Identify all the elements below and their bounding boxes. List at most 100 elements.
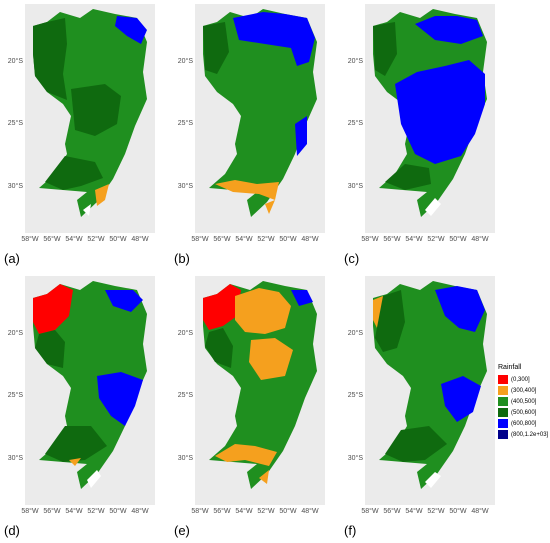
x-tick-label: 58°W bbox=[21, 236, 39, 243]
zone-blue-east bbox=[97, 372, 143, 426]
zone-orange-south bbox=[215, 444, 277, 466]
x-tick-label: 58°W bbox=[21, 508, 39, 515]
zone-orange-tip bbox=[265, 200, 275, 214]
legend-label: (800,1.2e+03] bbox=[511, 431, 549, 438]
x-tick-label: 54°W bbox=[65, 236, 83, 243]
zone-blue-east bbox=[441, 376, 481, 422]
zone-white-lagoon bbox=[83, 204, 91, 216]
panel-label: (b) bbox=[174, 251, 190, 266]
x-tick-label: 50°W bbox=[279, 508, 297, 515]
zone-blue-coast bbox=[295, 116, 307, 156]
zone-blue-northeast bbox=[105, 290, 143, 312]
x-tick-label: 48°W bbox=[131, 508, 149, 515]
y-tick-label: 30°S bbox=[347, 455, 363, 462]
map-b-svg bbox=[203, 9, 317, 217]
zone-blue-northeast bbox=[435, 286, 485, 332]
x-tick-label: 54°W bbox=[405, 508, 423, 515]
y-tick-label: 30°S bbox=[7, 455, 23, 462]
map-panel-f: 20°S 25°S 30°S 58°W 56°W 54°W 52°W 50°W … bbox=[340, 272, 500, 543]
map-e-svg bbox=[203, 281, 317, 489]
y-tick-label: 25°S bbox=[347, 120, 363, 127]
y-tick-label: 30°S bbox=[177, 455, 193, 462]
legend-swatch bbox=[498, 430, 508, 439]
y-tick-label: 25°S bbox=[7, 120, 23, 127]
zone-dark-central bbox=[71, 84, 121, 136]
legend-swatch bbox=[498, 397, 508, 406]
zone-dark-west bbox=[33, 18, 67, 100]
y-tick-label: 20°S bbox=[347, 330, 363, 337]
x-tick-label: 58°W bbox=[361, 508, 379, 515]
x-tick-label: 48°W bbox=[471, 508, 489, 515]
zone-orange-south bbox=[215, 180, 279, 200]
legend-entry: (800,1.2e+03] bbox=[498, 429, 548, 440]
y-tick-label: 25°S bbox=[177, 120, 193, 127]
zone-orange-south bbox=[69, 458, 81, 466]
legend-entry: (0,300] bbox=[498, 374, 548, 385]
legend-swatch bbox=[498, 375, 508, 384]
x-tick-label: 52°W bbox=[427, 508, 445, 515]
legend-label: (400,500] bbox=[511, 398, 537, 405]
zone-dark-south bbox=[45, 156, 103, 190]
zone-blue-northeast bbox=[291, 290, 313, 306]
x-tick-label: 48°W bbox=[301, 508, 319, 515]
legend-title: Rainfall bbox=[498, 364, 522, 371]
x-tick-label: 54°W bbox=[65, 508, 83, 515]
x-tick-label: 48°W bbox=[301, 236, 319, 243]
panel-label: (e) bbox=[174, 523, 190, 538]
zone-white-lagoon bbox=[425, 198, 441, 216]
y-tick-label: 20°S bbox=[347, 58, 363, 65]
y-tick-label: 25°S bbox=[7, 392, 23, 399]
x-tick-label: 50°W bbox=[449, 508, 467, 515]
x-tick-label: 50°W bbox=[109, 236, 127, 243]
x-tick-label: 52°W bbox=[87, 508, 105, 515]
zone-dark-west bbox=[203, 22, 229, 74]
x-tick-label: 54°W bbox=[235, 236, 253, 243]
y-tick-label: 25°S bbox=[347, 392, 363, 399]
panel-label: (f) bbox=[344, 523, 357, 538]
x-tick-label: 50°W bbox=[109, 508, 127, 515]
legend-entry: (500,600] bbox=[498, 407, 548, 418]
legend-entry: (400,500] bbox=[498, 396, 548, 407]
legend-label: (600,800] bbox=[511, 420, 537, 427]
zone-white-lagoon bbox=[87, 470, 101, 488]
x-tick-label: 54°W bbox=[405, 236, 423, 243]
y-tick-label: 25°S bbox=[177, 392, 193, 399]
x-tick-label: 58°W bbox=[191, 508, 209, 515]
x-tick-label: 48°W bbox=[471, 236, 489, 243]
x-tick-label: 50°W bbox=[279, 236, 297, 243]
map-panel-c: 20°S 25°S 30°S 58°W 56°W 54°W 52°W 50°W … bbox=[340, 0, 525, 270]
y-tick-label: 30°S bbox=[7, 183, 23, 190]
zone-red-northwest bbox=[33, 284, 73, 334]
x-tick-label: 58°W bbox=[191, 236, 209, 243]
x-tick-label: 56°W bbox=[213, 508, 231, 515]
x-tick-label: 56°W bbox=[383, 508, 401, 515]
zone-dark-west bbox=[373, 22, 397, 76]
legend-label: (500,600] bbox=[511, 409, 537, 416]
map-f-svg bbox=[373, 281, 487, 489]
rainfall-legend: Rainfall (0,300] (300,400] (400,500] (50… bbox=[498, 364, 548, 440]
map-panel-a: 20°S 25°S 30°S 58°W 56°W 54°W 52°W 50°W … bbox=[0, 0, 185, 270]
legend-label: (0,300] bbox=[511, 376, 530, 383]
x-tick-label: 58°W bbox=[361, 236, 379, 243]
legend-swatch bbox=[498, 386, 508, 395]
zone-orange-north bbox=[235, 288, 291, 334]
x-tick-label: 52°W bbox=[87, 236, 105, 243]
zone-blue-north bbox=[233, 12, 315, 66]
zone-dark-west bbox=[205, 328, 233, 368]
y-tick-label: 20°S bbox=[177, 58, 193, 65]
x-tick-label: 50°W bbox=[449, 236, 467, 243]
region-outline bbox=[203, 9, 317, 217]
zone-blue-northeast bbox=[115, 16, 147, 44]
zone-blue-central bbox=[395, 60, 485, 164]
map-d-svg bbox=[33, 281, 147, 489]
panel-label: (d) bbox=[4, 523, 20, 538]
x-tick-label: 56°W bbox=[383, 236, 401, 243]
zone-white-lagoon bbox=[425, 472, 441, 488]
y-tick-label: 30°S bbox=[177, 183, 193, 190]
zone-dark-west bbox=[375, 290, 405, 352]
map-a-svg bbox=[33, 9, 147, 217]
zone-blue-north bbox=[415, 16, 483, 44]
map-panel-d: 20°S 25°S 30°S 58°W 56°W 54°W 52°W 50°W … bbox=[0, 272, 185, 543]
x-tick-label: 54°W bbox=[235, 508, 253, 515]
panel-label: (c) bbox=[344, 251, 360, 266]
